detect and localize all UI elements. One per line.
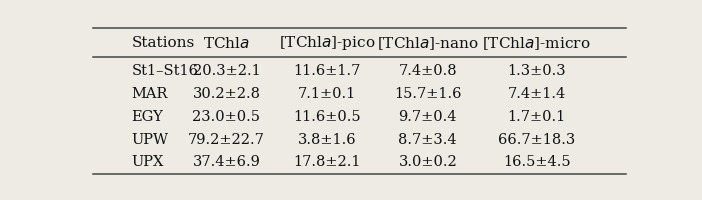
Text: 16.5±4.5: 16.5±4.5 (503, 155, 571, 169)
Text: EGY: EGY (131, 110, 163, 124)
Text: 7.1±0.1: 7.1±0.1 (298, 87, 356, 101)
Text: 79.2±22.7: 79.2±22.7 (188, 133, 265, 147)
Text: TChl$\mathit{a}$: TChl$\mathit{a}$ (203, 36, 250, 51)
Text: [TChl$\mathit{a}$]-micro: [TChl$\mathit{a}$]-micro (482, 35, 591, 52)
Text: 11.6±1.7: 11.6±1.7 (293, 64, 361, 78)
Text: 9.7±0.4: 9.7±0.4 (399, 110, 457, 124)
Text: MAR: MAR (131, 87, 168, 101)
Text: 37.4±6.9: 37.4±6.9 (192, 155, 260, 169)
Text: 30.2±2.8: 30.2±2.8 (192, 87, 260, 101)
Text: 20.3±2.1: 20.3±2.1 (192, 64, 260, 78)
Text: [TChl$\mathit{a}$]-pico: [TChl$\mathit{a}$]-pico (279, 34, 376, 52)
Text: 8.7±3.4: 8.7±3.4 (399, 133, 457, 147)
Text: 7.4±0.8: 7.4±0.8 (399, 64, 457, 78)
Text: 66.7±18.3: 66.7±18.3 (498, 133, 575, 147)
Text: 15.7±1.6: 15.7±1.6 (394, 87, 461, 101)
Text: UPW: UPW (131, 133, 168, 147)
Text: 1.3±0.3: 1.3±0.3 (508, 64, 566, 78)
Text: 23.0±0.5: 23.0±0.5 (192, 110, 260, 124)
Text: 3.0±0.2: 3.0±0.2 (399, 155, 457, 169)
Text: 7.4±1.4: 7.4±1.4 (508, 87, 566, 101)
Text: 1.7±0.1: 1.7±0.1 (508, 110, 566, 124)
Text: 11.6±0.5: 11.6±0.5 (293, 110, 361, 124)
Text: [TChl$\mathit{a}$]-nano: [TChl$\mathit{a}$]-nano (377, 35, 479, 52)
Text: 3.8±1.6: 3.8±1.6 (298, 133, 357, 147)
Text: St1–St16: St1–St16 (131, 64, 198, 78)
Text: UPX: UPX (131, 155, 164, 169)
Text: Stations: Stations (131, 36, 194, 50)
Text: 17.8±2.1: 17.8±2.1 (293, 155, 361, 169)
